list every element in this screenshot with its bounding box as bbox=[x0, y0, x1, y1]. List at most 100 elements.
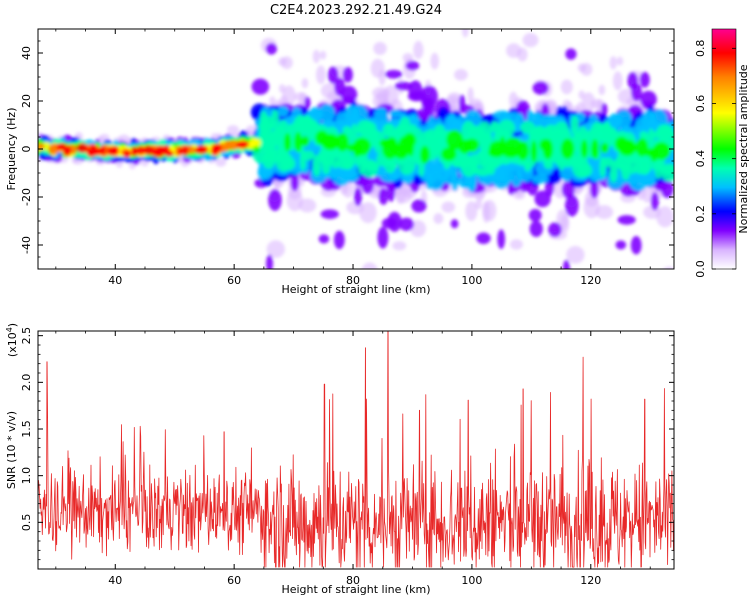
spectrogram-cell bbox=[335, 111, 352, 127]
spectrogram-cell bbox=[639, 71, 650, 88]
x-tick-label: 100 bbox=[461, 274, 482, 287]
colorbar-gradient bbox=[711, 28, 737, 270]
spectrogram-cell bbox=[235, 140, 249, 149]
spectrogram-cell bbox=[266, 240, 285, 258]
spectrogram-cell bbox=[580, 139, 588, 159]
spectrogram-cell bbox=[560, 79, 573, 95]
snr-frame bbox=[37, 330, 675, 570]
spectrogram-cell bbox=[663, 266, 674, 269]
spectrogram-cell bbox=[411, 199, 427, 213]
spectrogram-cell bbox=[458, 139, 473, 154]
y-tick-label: 0.5 bbox=[20, 514, 33, 532]
colorbar-tick-label: 0.6 bbox=[694, 95, 707, 113]
spectrogram-cell bbox=[548, 222, 562, 237]
x-tick-label: 80 bbox=[346, 274, 360, 287]
y-tick-label: 20 bbox=[20, 94, 33, 108]
colorbar-tick-label: 0.8 bbox=[694, 40, 707, 58]
colorbar: 0.0 0.2 0.4 0.6 0.8 Normalized spectral ampl… bbox=[694, 28, 750, 278]
spectrogram-cell bbox=[630, 236, 642, 255]
spectrogram-axes: 40 60 80 100 120 -40 -20 0 20 40 bbox=[20, 29, 674, 287]
spectrogram-cell bbox=[301, 78, 309, 89]
spectrogram-cell bbox=[532, 81, 549, 95]
y-tick-label: 1.5 bbox=[20, 420, 33, 438]
spectrogram-cell bbox=[304, 96, 311, 110]
spectrogram-cell bbox=[428, 115, 436, 130]
spectrogram-cell bbox=[615, 240, 627, 250]
spectrogram-cell bbox=[460, 156, 474, 167]
x-tick-label: 80 bbox=[346, 574, 360, 587]
spectrogram-cell bbox=[595, 205, 614, 220]
spectrogram-cell bbox=[283, 133, 292, 152]
y-tick-label: 1.0 bbox=[20, 467, 33, 485]
spectrogram-cell bbox=[506, 43, 522, 58]
spectrogram-cell bbox=[433, 213, 444, 224]
spectrogram-cell bbox=[402, 53, 414, 63]
spectrogram-cell bbox=[659, 126, 674, 138]
spectrogram-cell bbox=[323, 135, 340, 148]
spectrogram-cell bbox=[571, 133, 584, 152]
spectrogram-cell bbox=[381, 217, 397, 229]
colorbar-tick-label: 0.4 bbox=[694, 150, 707, 168]
spectrogram-cell bbox=[131, 146, 138, 155]
spectrogram-cell bbox=[318, 104, 336, 123]
x-tick-label: 60 bbox=[227, 274, 241, 287]
spectrogram-panel: 40 60 80 100 120 -40 -20 0 20 40 Height of straig… bbox=[5, 28, 675, 296]
spectrogram-cell bbox=[454, 69, 468, 81]
spectrogram-cell bbox=[462, 29, 469, 38]
spectrogram-cell bbox=[359, 201, 377, 224]
spectrogram-cell bbox=[595, 123, 612, 133]
spectrogram-cell bbox=[392, 241, 407, 251]
spectrogram-cell bbox=[599, 156, 606, 178]
spectrogram-cell bbox=[373, 41, 387, 55]
spectrogram-cell bbox=[612, 71, 623, 91]
spectrogram-cell bbox=[293, 132, 303, 153]
spectrogram-cell bbox=[89, 143, 97, 154]
spectrogram-cell bbox=[264, 143, 278, 159]
y-tick-label: 2.0 bbox=[20, 374, 33, 392]
colorbar-ticks: 0.0 0.2 0.4 0.6 0.8 bbox=[694, 40, 736, 278]
y-tick-label: 40 bbox=[20, 46, 33, 60]
spectrogram-cell bbox=[122, 150, 132, 158]
spectrogram-cell bbox=[482, 201, 491, 223]
spectrogram-cell bbox=[250, 137, 258, 146]
spectrogram-cell bbox=[319, 50, 327, 60]
spectrogram-cells bbox=[38, 29, 674, 269]
spectrogram-cell bbox=[531, 174, 549, 184]
spectrogram-cell bbox=[226, 125, 240, 135]
spectrogram-cell bbox=[353, 187, 363, 206]
spectrogram-cell bbox=[601, 103, 608, 117]
spectrogram-cell bbox=[269, 96, 276, 106]
spectrogram-cell bbox=[275, 151, 293, 172]
spectrogram-cell bbox=[164, 150, 174, 157]
spectrogram-cell bbox=[427, 170, 445, 191]
y-tick-label: 0 bbox=[20, 146, 33, 153]
x-tick-label: 120 bbox=[580, 574, 601, 587]
spectrogram-cell bbox=[600, 142, 609, 154]
spectrogram-cell bbox=[639, 90, 657, 109]
y-tick-label: -20 bbox=[20, 188, 33, 206]
spectrogram-cell bbox=[467, 87, 474, 105]
spectrogram-cell bbox=[497, 229, 506, 250]
spectrogram-cell bbox=[458, 94, 466, 111]
spectrogram-cell bbox=[530, 140, 538, 163]
spectrogram-cell bbox=[277, 57, 287, 66]
spectrogram-cell bbox=[265, 43, 277, 55]
spectrogram-cell bbox=[327, 66, 339, 84]
spectrogram-cell bbox=[265, 254, 274, 269]
colorbar-tick-label: 0.0 bbox=[694, 260, 707, 278]
x-tick-label: 40 bbox=[108, 274, 122, 287]
spectrogram-cell bbox=[656, 206, 674, 228]
spectrogram-cell bbox=[490, 120, 499, 133]
spectrogram-cell bbox=[476, 232, 491, 245]
colorbar-tick-label: 0.2 bbox=[694, 205, 707, 223]
spectrogram-cell bbox=[534, 190, 551, 208]
spectrogram-cell bbox=[350, 114, 359, 123]
spectrogram-cell bbox=[565, 48, 577, 60]
spectrogram-cell bbox=[394, 81, 413, 91]
spectrogram-cell bbox=[258, 127, 269, 146]
spectrogram-cell bbox=[271, 127, 284, 146]
spectrogram-cell bbox=[312, 49, 320, 64]
spectrogram-cell bbox=[300, 136, 310, 147]
spectrogram-cell bbox=[528, 208, 542, 222]
